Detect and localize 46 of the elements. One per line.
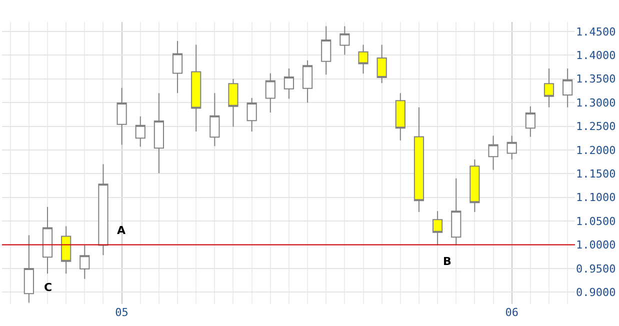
y-tick-label: 1.3500 [576,72,616,86]
candlestick [265,72,276,114]
candlestick [42,206,53,274]
annotation: A [117,224,126,237]
candlestick [488,135,498,170]
candlestick [24,234,34,304]
y-tick-label: 1.0500 [576,214,616,228]
candlestick [135,116,146,148]
candlestick [321,26,332,76]
y-tick-label: 1.2000 [576,144,616,157]
candlestick [562,68,573,108]
candlestick [470,158,480,213]
candlestick [525,106,536,138]
candlestick [80,244,90,280]
candlestick [191,44,202,132]
y-tick-label: 1.2500 [576,120,616,134]
annotation: B [443,255,452,268]
candlestick [432,210,443,246]
candlestick [61,226,72,274]
candlestick [451,178,462,246]
candlestick [544,68,554,108]
x-tick-label: 06 [505,306,518,319]
y-tick-label: 1.4000 [576,49,616,62]
candlestick [210,92,220,147]
candlestick [228,78,238,128]
annotation: C [44,281,52,294]
y-tick-label: 1.1000 [576,191,616,204]
candlestick [284,68,294,100]
y-tick-label: 0.9500 [576,262,616,276]
y-tick-label: 1.4500 [576,25,616,38]
x-tick-label: 05 [115,306,128,319]
candlestick [340,26,350,56]
candlestick [395,92,406,141]
y-tick-label: 0.9000 [576,286,616,299]
candlestick [116,87,127,146]
candlestick [506,135,517,160]
candlestick [302,60,313,104]
candlestick [246,97,257,132]
candlestick [154,92,164,174]
y-tick-label: 1.0000 [576,238,616,252]
y-tick-label: 1.1500 [576,168,616,181]
candlestick [358,44,368,74]
y-tick-label: 1.3000 [576,96,616,110]
candlestick [376,44,387,84]
candlestick [172,40,183,94]
candlestick [98,164,108,256]
